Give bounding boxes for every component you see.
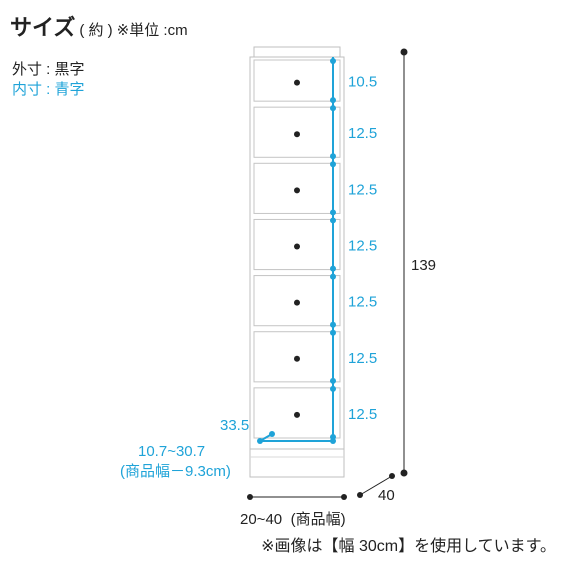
drawer-top-marker-5	[330, 273, 336, 280]
drawer-knob-7	[294, 411, 300, 418]
depth-label: 40	[378, 487, 395, 504]
page-title: サイズ( 約 ) ※単位 :cm	[10, 10, 188, 42]
drawer-top-marker-1	[330, 58, 336, 64]
drawer-height-label-6: 12.5	[348, 350, 377, 367]
depth-dot-front	[357, 492, 363, 498]
drawer-top-marker-7	[330, 385, 336, 392]
inner-depth-dot-back	[269, 431, 275, 437]
inner-height-markers	[330, 58, 336, 440]
title-approx: ( 約 )	[79, 22, 113, 39]
drawer-height-label-3: 12.5	[348, 181, 377, 198]
inner-width-label: 10.7~30.7	[138, 443, 205, 460]
drawer-bottom-marker-1	[330, 97, 336, 104]
drawer-knob-2	[294, 131, 300, 138]
drawer-bottom-marker-3	[330, 209, 336, 216]
drawer-height-label-4: 12.5	[348, 238, 377, 255]
inner-width-dot-right	[330, 438, 336, 444]
inner-depth-label: 33.5	[220, 417, 249, 434]
drawer-top-marker-3	[330, 161, 336, 168]
drawer-top-marker-4	[330, 217, 336, 224]
drawer-knob-5	[294, 299, 300, 306]
drawer-top-marker-6	[330, 329, 336, 336]
outer-height-bottom-dot	[400, 469, 408, 477]
drawer-height-label-7: 12.5	[348, 406, 377, 423]
depth-dot-back	[389, 473, 395, 479]
unit-note: ※単位 :cm	[116, 22, 188, 39]
drawer-bottom-marker-2	[330, 153, 336, 160]
depth-line	[359, 475, 393, 496]
drawer-height-label-2: 12.5	[348, 125, 377, 142]
outer-dimension-legend: 外寸 : 黒字	[12, 61, 85, 78]
drawer-height-label-1: 10.5	[348, 74, 377, 91]
drawer-top-marker-2	[330, 105, 336, 112]
drawer-knob-6	[294, 355, 300, 362]
image-note: ※画像は【幅 30cm】を使用しています。	[261, 538, 556, 555]
drawer-knob-4	[294, 243, 300, 250]
drawer-knob-3	[294, 187, 300, 194]
outer-height-top-dot	[400, 48, 408, 56]
title-main: サイズ	[10, 15, 76, 40]
width-dot-right	[341, 494, 347, 500]
inner-width-note: (商品幅－9.3cm)	[120, 463, 231, 480]
width-note: (商品幅)	[291, 511, 346, 528]
width-dot-left	[247, 494, 253, 500]
drawer-stack	[253, 59, 341, 439]
width-label: 20~40 (商品幅)	[240, 511, 346, 528]
outer-height-label: 139	[411, 257, 436, 274]
drawer-bottom-marker-4	[330, 265, 336, 272]
width-range: 20~40	[240, 511, 282, 528]
drawer-bottom-marker-6	[330, 377, 336, 384]
drawer-bottom-marker-5	[330, 321, 336, 328]
drawer-knob-1	[294, 79, 300, 86]
drawer-height-label-5: 12.5	[348, 294, 377, 311]
cabinet-top-panel	[253, 46, 341, 58]
drawer-height-labels: 10.5 12.5 12.5 12.5 12.5 12.5 12.5	[348, 74, 377, 423]
inner-dimension-legend: 内寸 : 青字	[12, 81, 85, 98]
cabinet-base	[249, 448, 345, 478]
drawer-front-6	[253, 331, 341, 383]
